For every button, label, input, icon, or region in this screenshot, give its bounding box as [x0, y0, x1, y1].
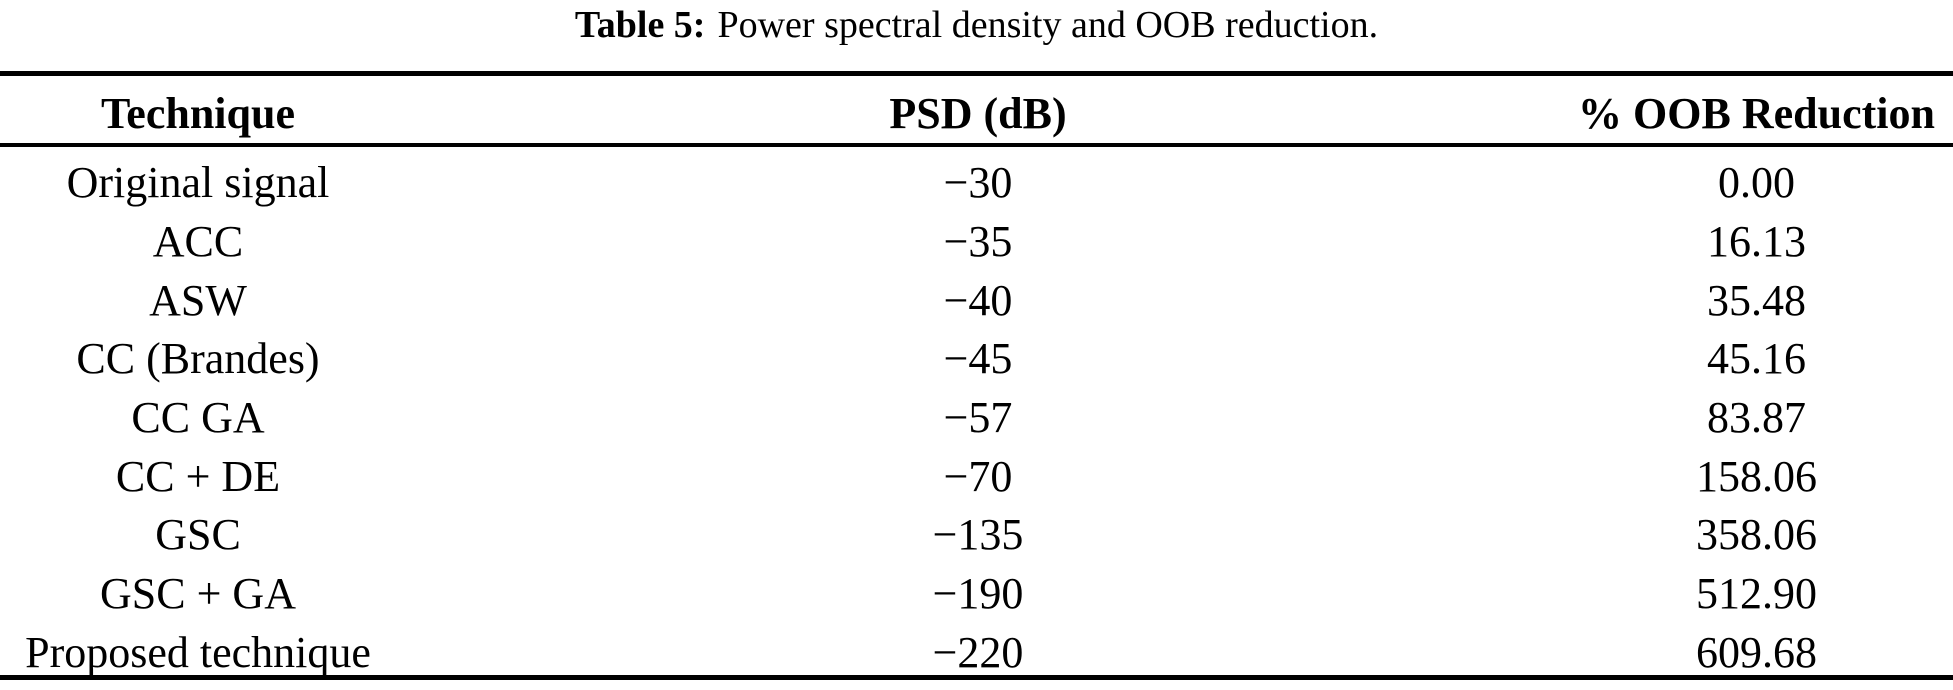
cell-oob-reduction: 609.68 — [1696, 627, 1817, 677]
cell-technique: CC (Brandes) — [76, 334, 320, 384]
cell-technique: CC + DE — [115, 451, 281, 501]
cell-technique: Original signal — [66, 158, 330, 208]
table-row: CC (Brandes) −45 45.16 — [0, 323, 1953, 382]
cell-oob-reduction: 158.06 — [1696, 451, 1817, 501]
cell-psd: −30 — [943, 158, 1013, 208]
table-row: ASW −40 35.48 — [0, 264, 1953, 323]
cell-technique: GSC + GA — [100, 569, 296, 619]
cell-oob-reduction: 512.90 — [1696, 569, 1817, 619]
cell-psd: −70 — [943, 451, 1013, 501]
cell-psd: −35 — [943, 217, 1013, 267]
cell-oob-reduction: 0.00 — [1718, 158, 1795, 208]
cell-psd: −57 — [943, 393, 1013, 443]
cell-technique: GSC — [155, 510, 241, 560]
cell-technique: ACC — [152, 217, 244, 267]
table-row: CC GA −57 83.87 — [0, 382, 1953, 441]
cell-oob-reduction: 45.16 — [1707, 334, 1806, 384]
column-header-oob-reduction: % OOB Reduction — [1560, 73, 1953, 147]
cell-oob-reduction: 16.13 — [1707, 217, 1806, 267]
table-caption-text: Power spectral density and OOB reduction… — [717, 4, 1379, 46]
cell-psd: −135 — [932, 510, 1024, 560]
cell-technique: Proposed technique — [25, 627, 371, 677]
data-table: Technique PSD (dB) % OOB Reduction Origi… — [0, 71, 1953, 681]
cell-oob-reduction: 358.06 — [1696, 510, 1817, 560]
table-row: Original signal −30 0.00 — [0, 145, 1953, 206]
header-row: Technique PSD (dB) % OOB Reduction — [0, 73, 1953, 147]
column-header-technique: Technique — [0, 73, 396, 147]
cell-technique: CC GA — [131, 393, 265, 443]
table-caption-label: Table 5: — [574, 4, 706, 46]
table-row: CC + DE −70 158.06 — [0, 440, 1953, 499]
column-header-psd: PSD (dB) — [396, 73, 1560, 147]
table-row: ACC −35 16.13 — [0, 206, 1953, 265]
table-caption: Table 5: Power spectral density and OOB r… — [0, 0, 1953, 50]
cell-psd: −220 — [932, 627, 1024, 677]
cell-oob-reduction: 35.48 — [1707, 275, 1806, 325]
table-row: Proposed technique −220 609.68 — [0, 617, 1953, 678]
table-row: GSC −135 358.06 — [0, 499, 1953, 558]
cell-technique: ASW — [149, 275, 247, 325]
cell-oob-reduction: 83.87 — [1707, 393, 1806, 443]
cell-psd: −190 — [932, 569, 1024, 619]
table-row: GSC + GA −190 512.90 — [0, 558, 1953, 617]
cell-psd: −40 — [943, 275, 1013, 325]
cell-psd: −45 — [943, 334, 1013, 384]
